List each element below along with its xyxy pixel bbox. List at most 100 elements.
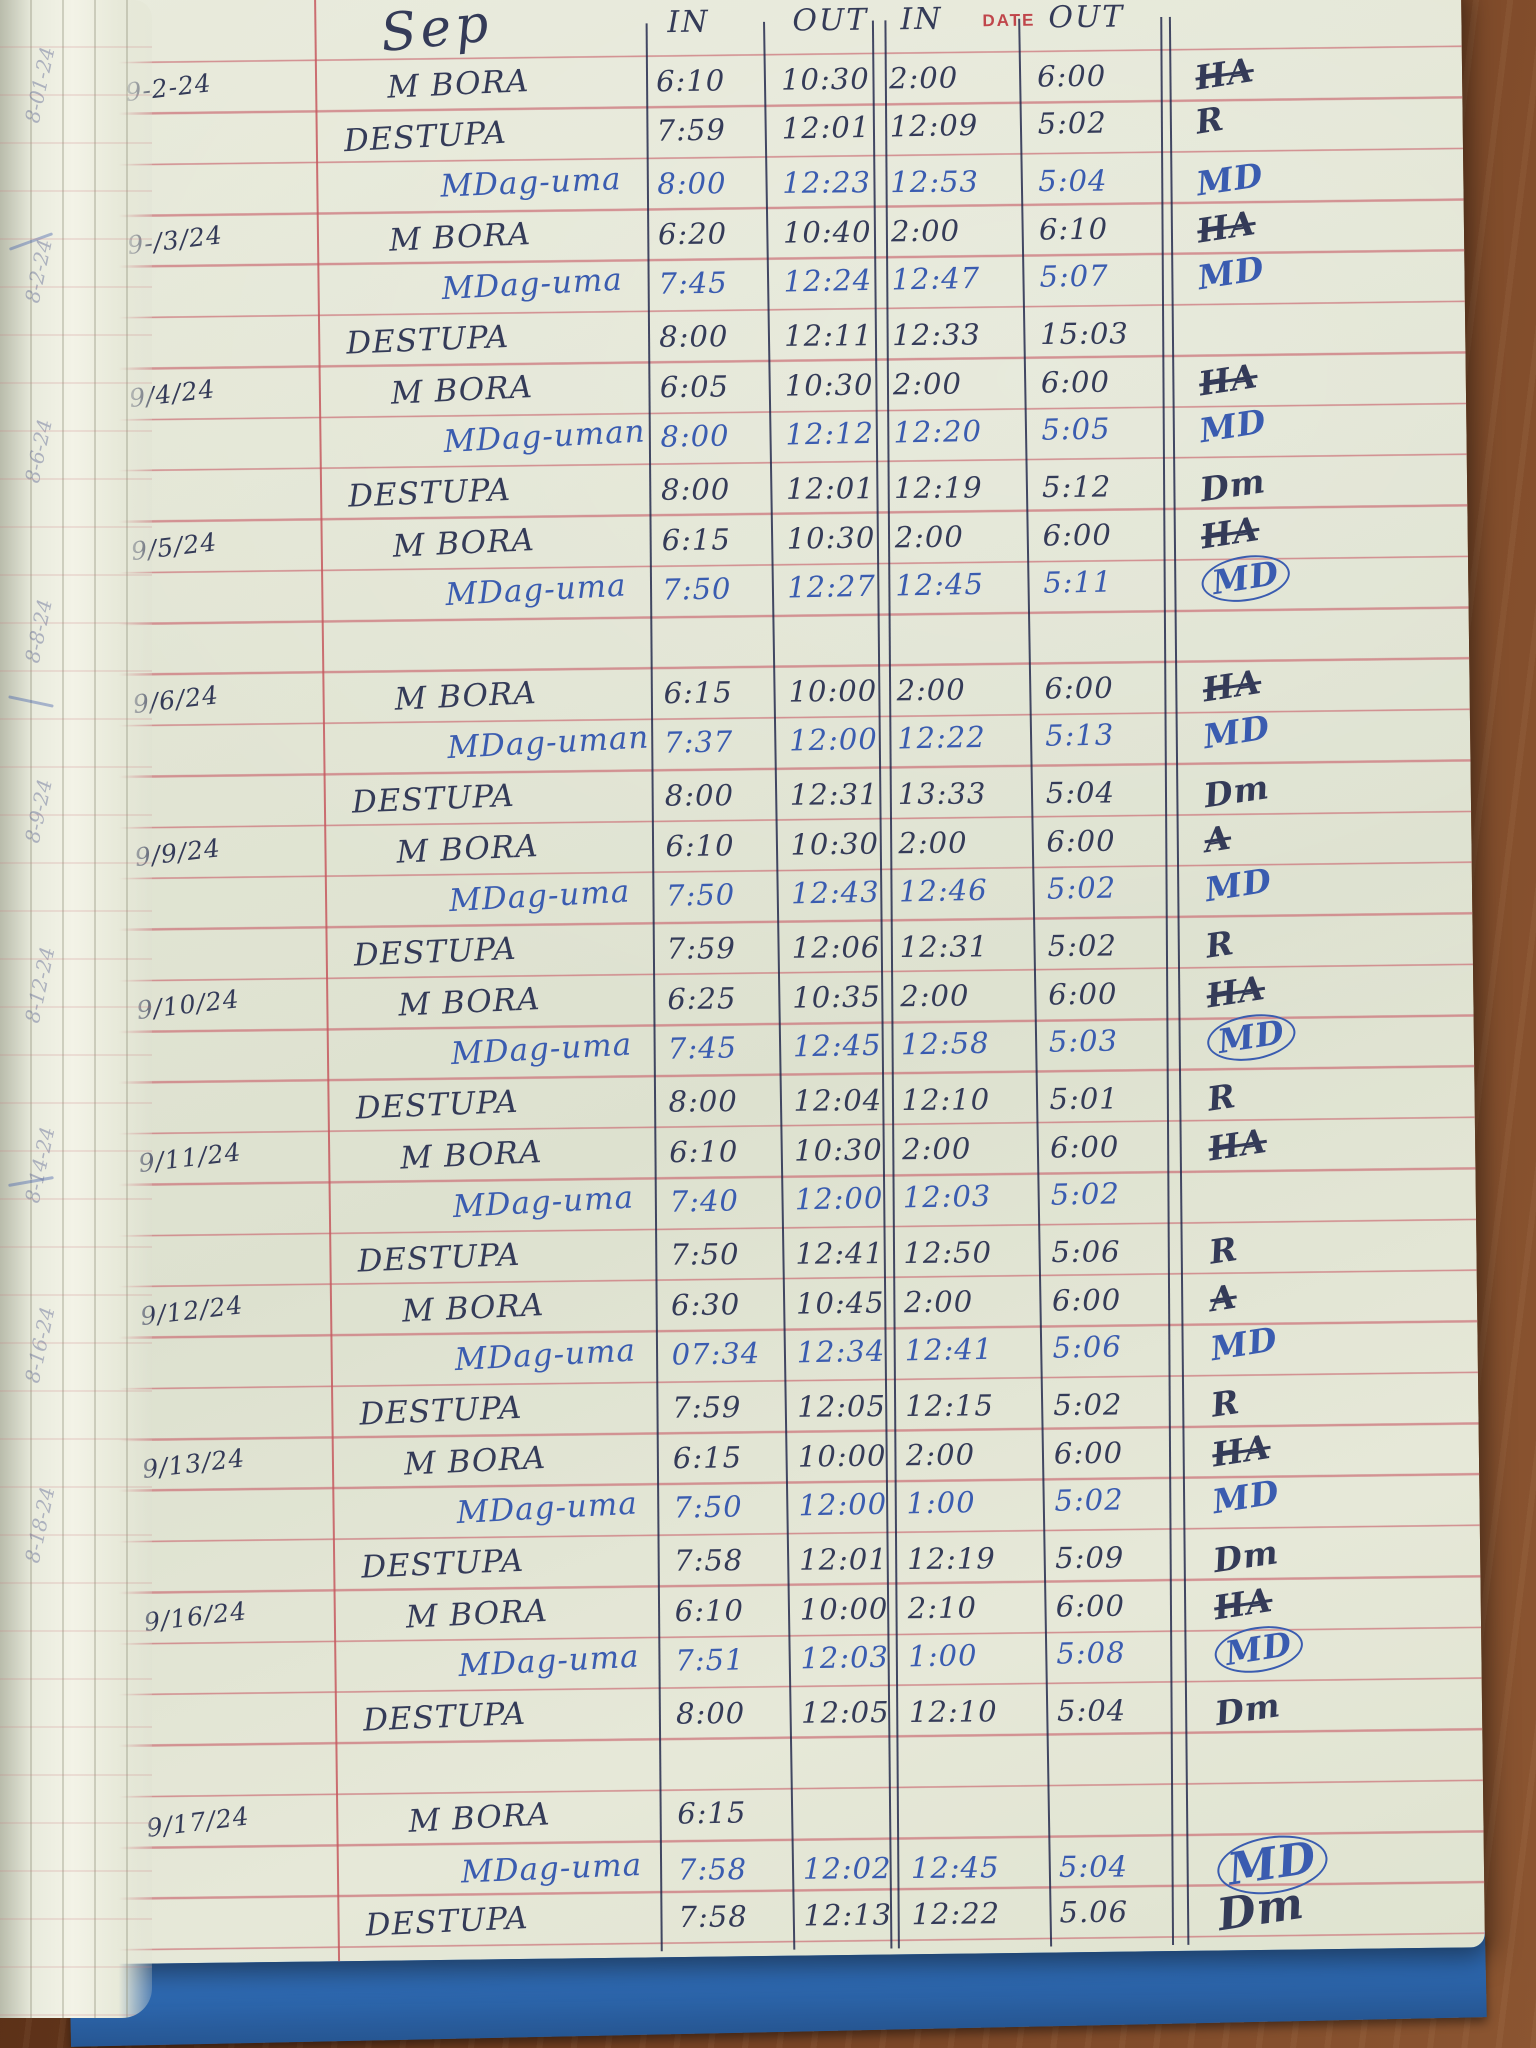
signature-mark: MD	[1200, 707, 1273, 757]
row-name: DESTUPA	[351, 777, 516, 821]
row-signature-cell: MD	[1169, 707, 1471, 757]
row-name	[326, 637, 649, 651]
row-out-afternoon: 5:02	[1050, 1175, 1121, 1212]
col-label-out-afternoon: OUT	[1048, 0, 1125, 35]
row-name: MDag-uma	[444, 567, 628, 613]
signature-mark: MD	[1207, 1319, 1281, 1369]
row-name: MDag-uma	[451, 1179, 635, 1225]
row-out-morning: 12:24	[783, 262, 873, 298]
row-name: MDag-uma	[457, 1637, 641, 1684]
signature-mark: HA	[1199, 661, 1264, 710]
row-in-morning: 6:20	[657, 215, 728, 251]
row-in-afternoon: 12:19	[907, 1540, 996, 1576]
row-out-morning	[788, 1761, 896, 1762]
row-in-morning: 7:58	[674, 1542, 744, 1578]
row-in-afternoon: 12:45	[894, 566, 985, 602]
edge-page-date: 8-8-24	[20, 596, 57, 665]
row-signature-cell: HA	[1165, 356, 1466, 403]
edge-page-date: 8-9-24	[20, 776, 57, 845]
row-in-morning: 7:50	[673, 1488, 743, 1525]
row-signature-cell: HA	[1174, 1121, 1475, 1168]
row-out-morning: 12:02	[802, 1850, 892, 1886]
row-signature-cell: A	[1170, 816, 1471, 861]
signature-mark: Dm	[1212, 1685, 1284, 1734]
signature-column-header	[1160, 12, 1461, 16]
row-signature-cell: MD	[1162, 155, 1463, 203]
row-signature-cell: HA	[1172, 967, 1473, 1016]
signature-mark: HA	[1198, 509, 1263, 557]
row-signature-cell	[1168, 617, 1469, 658]
row-out-afternoon: 5:08	[1056, 1634, 1126, 1671]
row-out-afternoon: 6:00	[1036, 58, 1107, 94]
row-out-morning: 12:34	[796, 1333, 886, 1369]
row-out-afternoon: 5:05	[1041, 411, 1111, 447]
edge-page-date: 8-18-24	[20, 1484, 60, 1565]
row-signature-cell: R	[1161, 96, 1463, 142]
row-in-morning: 6:10	[655, 62, 726, 98]
edge-page-date: 8-12-24	[20, 944, 60, 1025]
row-in-afternoon: 12:33	[892, 316, 981, 352]
row-in-morning: 6:15	[661, 521, 732, 557]
row-in-morning: 7:51	[675, 1641, 745, 1678]
signature-mark: A	[1201, 817, 1234, 861]
row-name: M BORA	[386, 62, 531, 106]
row-signature-cell: R	[1172, 922, 1473, 966]
row-out-afternoon: 15:03	[1040, 315, 1129, 351]
row-name: DESTUPA	[354, 1083, 520, 1127]
row-out-afternoon: 5:04	[1058, 1848, 1129, 1884]
row-signature-cell: R	[1175, 1228, 1476, 1272]
row-in-morning	[663, 1762, 788, 1764]
row-name: MDag-uma	[455, 1484, 639, 1531]
row-out-afternoon: 6:00	[1053, 1435, 1124, 1470]
row-out-morning: 10:30	[784, 367, 874, 403]
row-in-afternoon: 2:00	[901, 1130, 972, 1166]
table-row: DESTUPA 8:00 12:31 13:33 5:04 Dm	[46, 764, 1471, 825]
row-in-morning: 7:37	[663, 723, 734, 760]
signature-mark: R	[1206, 1228, 1241, 1272]
row-out-afternoon: 6:00	[1048, 976, 1118, 1011]
row-in-afternoon: 2:00	[888, 60, 959, 95]
row-signature-cell: MD	[1171, 860, 1473, 909]
row-in-afternoon: 2:00	[900, 977, 970, 1013]
row-in-afternoon	[896, 1806, 1044, 1809]
signature-mark: HA	[1203, 967, 1268, 1016]
signature-mark: R	[1202, 922, 1237, 966]
row-signature-cell: HA	[1178, 1427, 1479, 1474]
row-signature-cell: A	[1176, 1275, 1477, 1320]
row-name: DESTUPA	[347, 471, 512, 515]
row-signature-cell: MD	[1165, 401, 1467, 450]
row-out-afternoon: 6:00	[1049, 1129, 1120, 1164]
row-out-afternoon: 6:00	[1042, 517, 1113, 553]
row-in-afternoon: 12:58	[900, 1025, 990, 1061]
edge-page-date: 8-14-24	[20, 1124, 60, 1205]
row-out-afternoon: 6:00	[1040, 364, 1111, 400]
row-in-morning: 8:00	[675, 1695, 746, 1731]
row-in-afternoon: 12:50	[903, 1234, 993, 1270]
row-name: M BORA	[395, 827, 540, 871]
row-in-afternoon: 1:00	[908, 1637, 978, 1673]
row-in-morning: 7:58	[677, 1851, 748, 1887]
row-out-morning: 12:01	[785, 470, 875, 506]
row-in-afternoon: 12:46	[898, 872, 988, 908]
row-out-morning: 12:06	[791, 929, 881, 965]
row-in-afternoon: 2:00	[905, 1436, 976, 1472]
col-label-in-morning: IN	[667, 4, 710, 40]
row-out-afternoon: 5.06	[1059, 1894, 1129, 1929]
row-in-afternoon: 12:20	[893, 413, 983, 449]
row-name: DESTUPA	[364, 1899, 530, 1944]
row-out-morning: 12:23	[782, 164, 872, 200]
row-name: M BORA	[388, 215, 532, 259]
row-in-afternoon: 12:31	[899, 928, 989, 964]
row-out-morning: 12:01	[799, 1541, 888, 1577]
row-name: MDag-uma	[453, 1331, 637, 1378]
row-signature-cell: MD	[1180, 1620, 1482, 1679]
row-in-afternoon: 12:10	[901, 1081, 991, 1117]
row-in-afternoon: 1:00	[906, 1484, 976, 1520]
row-out-morning: 12:12	[785, 415, 875, 451]
row-in-afternoon: 12:10	[908, 1693, 998, 1729]
row-out-morning	[774, 641, 882, 642]
row-out-afternoon: 5:06	[1051, 1233, 1121, 1269]
row-signature-cell: Dm	[1181, 1685, 1482, 1733]
row-name: DESTUPA	[360, 1542, 525, 1586]
